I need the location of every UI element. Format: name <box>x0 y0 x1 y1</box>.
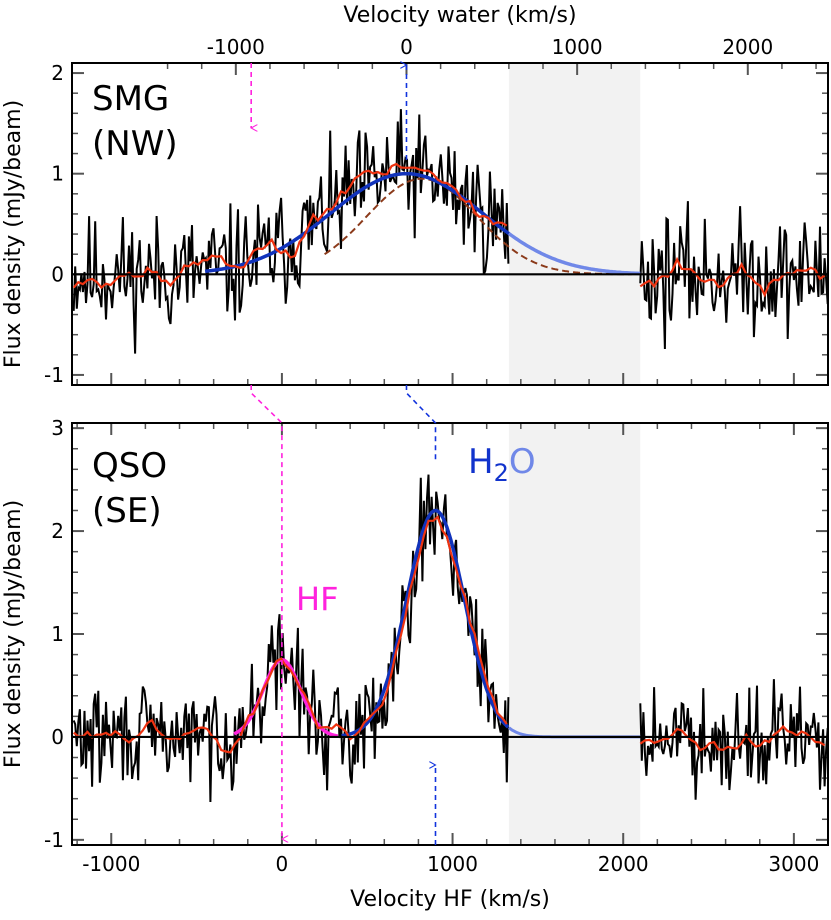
bottom-h2o-fit <box>341 508 510 738</box>
h2o-line-annotation: H2O <box>468 442 536 487</box>
top-component-fit-dashed <box>324 177 632 276</box>
bottom-axes-frame <box>71 422 829 846</box>
top-y-axis-label: Flux density (mJy/beam) <box>1 100 26 368</box>
spectrum-segment-0 <box>72 474 510 803</box>
bottom-y-axis-label: Flux density (mJy/beam) <box>1 500 26 768</box>
y-tick-label: 3 <box>51 416 64 440</box>
x-tick-label: 0 <box>276 852 289 876</box>
y-tick-label: 0 <box>51 262 64 286</box>
x-tick-label: 3000 <box>768 852 819 876</box>
y-tick-label: 1 <box>51 622 64 646</box>
y-tick-label: 0 <box>51 725 64 749</box>
x-tick-label: 1000 <box>427 852 478 876</box>
top-shaded-band <box>508 63 641 385</box>
bottom-panel: -1 0 1 2 3 -1000 0 1000 2000 3000 Velocity HF (km… <box>1 416 829 912</box>
top-smoothed-segment-0 <box>72 162 508 290</box>
top-tick-label: 1000 <box>552 35 603 59</box>
y-tick-label: -1 <box>44 828 64 852</box>
top-curves <box>72 109 829 354</box>
h2o-connector-line <box>405 385 437 460</box>
top-panel: -1 0 1 2 -1000 0 1000 2000 Velocity water (km/s… <box>1 3 829 387</box>
y-tick-label: 2 <box>51 61 64 85</box>
hf-line-annotation: HF <box>296 580 338 618</box>
top-axis-label: Velocity water (km/s) <box>343 3 576 28</box>
y-tick-label: 1 <box>51 162 64 186</box>
spectrum-segment-1 <box>639 679 829 800</box>
x-tick-label: 2000 <box>598 852 649 876</box>
line-identification-arrows <box>251 63 435 845</box>
top-tick-label: 2000 <box>722 35 773 59</box>
bottom-smoothed-segment-0 <box>72 515 508 754</box>
top-tick-label: 0 <box>400 35 413 59</box>
top-panel-label-line1: SMG <box>92 79 169 119</box>
top-h2o-fit-faded <box>507 232 641 276</box>
h2o-annotation-subscript: 2 <box>494 459 509 487</box>
x-tick-label: -1000 <box>82 852 140 876</box>
bottom-panel-label-line2: (SE) <box>92 491 162 531</box>
bottom-x-axis-label: Velocity HF (km/s) <box>350 887 550 912</box>
y-tick-label: -1 <box>44 363 64 387</box>
top-tick-label: -1000 <box>207 35 265 59</box>
h2o-annotation-main: H <box>468 442 494 482</box>
h2o-annotation-tail: O <box>509 442 536 482</box>
top-panel-label-line2: (NW) <box>92 124 178 164</box>
spectrum-segment-1 <box>639 201 829 350</box>
bottom-curves <box>72 474 829 803</box>
bottom-panel-label-line1: QSO <box>92 446 167 486</box>
y-tick-label: 2 <box>51 519 64 543</box>
top-axes-frame <box>71 62 829 386</box>
bottom-shaded-band <box>508 423 641 845</box>
hf-connector-arrow <box>250 385 282 839</box>
